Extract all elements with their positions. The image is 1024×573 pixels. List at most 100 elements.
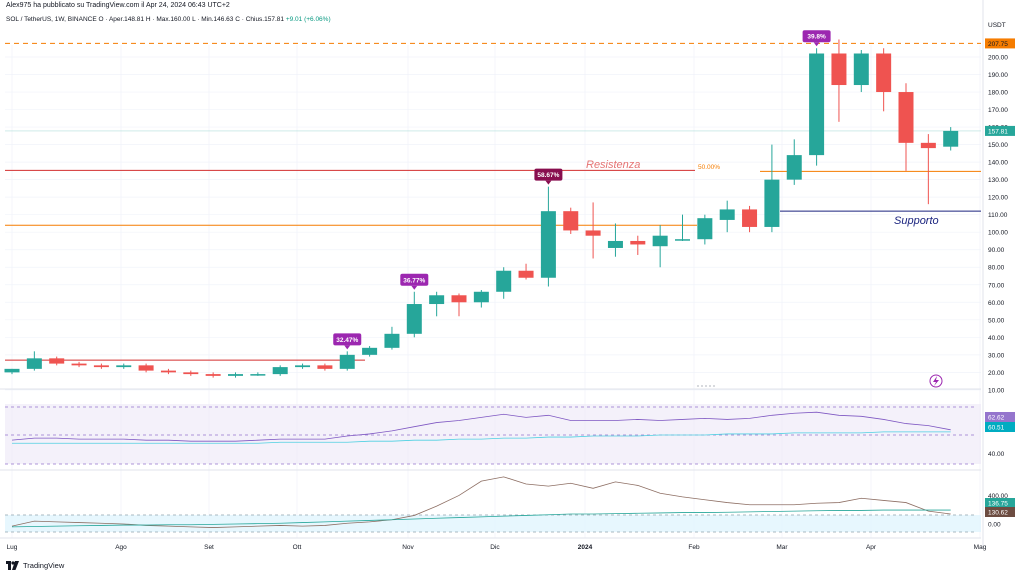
annotation-pointer bbox=[411, 285, 418, 290]
osc-value-label: 136.75 bbox=[988, 501, 1008, 508]
candle-body bbox=[831, 53, 847, 86]
candle-body bbox=[630, 240, 646, 245]
annotation-badge bbox=[400, 273, 429, 286]
candle-body bbox=[160, 370, 176, 373]
price-tick-label: 200.00 bbox=[988, 55, 1008, 62]
resistance-label: Resistenza bbox=[586, 159, 640, 171]
last-price-value: 157.81 bbox=[988, 128, 1008, 135]
indicator-lines bbox=[11, 411, 951, 528]
oscillator-zone bbox=[5, 515, 981, 532]
indicator-panes bbox=[0, 388, 981, 539]
time-tick-label: Mag bbox=[974, 544, 987, 551]
price-tick-label: 20.00 bbox=[988, 370, 1005, 377]
candle-body bbox=[4, 368, 20, 373]
rsi-line bbox=[11, 411, 951, 442]
candle-body bbox=[898, 92, 914, 143]
rsi-value-tag bbox=[985, 412, 1015, 422]
candle-body bbox=[786, 155, 802, 180]
osc-value-label: 130.62 bbox=[988, 510, 1008, 517]
candle-body bbox=[876, 53, 892, 93]
footer-brand: TradingView bbox=[6, 561, 64, 570]
candle-body bbox=[675, 239, 690, 241]
price-tick-label: 190.00 bbox=[988, 72, 1008, 79]
support-label: Supporto bbox=[894, 215, 939, 227]
price-tick-label: 90.00 bbox=[988, 247, 1005, 254]
annotation-badge bbox=[333, 333, 362, 346]
candle-body bbox=[183, 372, 199, 375]
candle-body bbox=[742, 209, 758, 227]
percent-annotations: 32.47% 36.77% 58.67% 39.8% bbox=[333, 30, 831, 350]
osc-tick-label: 0.00 bbox=[988, 522, 1001, 529]
candle-body bbox=[697, 218, 713, 240]
candle-body bbox=[26, 358, 42, 369]
ohlc-change: +9.01 (+6.06%) bbox=[285, 16, 331, 23]
candle-body bbox=[585, 230, 601, 236]
candle-body bbox=[764, 179, 780, 227]
rsi-value-tag bbox=[985, 422, 1015, 432]
candle-series bbox=[4, 39, 959, 378]
rsi-value-label: 62.62 bbox=[988, 415, 1005, 422]
time-tick-label: Dic bbox=[490, 544, 500, 551]
candle-body bbox=[49, 358, 65, 364]
candle-body bbox=[652, 235, 668, 247]
dashed-level-value: 207.75 bbox=[988, 41, 1008, 48]
candle-body bbox=[920, 142, 936, 149]
candle-body bbox=[205, 374, 221, 376]
ohlc-high: H · Max.160.00 bbox=[145, 16, 191, 23]
tradingview-logo-icon bbox=[6, 561, 19, 570]
annotation-label: 39.8% bbox=[807, 34, 826, 41]
ohlc-close: C · Chius.157.81 bbox=[235, 16, 284, 23]
price-tick-label: 170.00 bbox=[988, 107, 1008, 114]
candle-body bbox=[384, 333, 400, 348]
price-tick-label: 100.00 bbox=[988, 230, 1008, 237]
candle-body bbox=[93, 365, 109, 368]
candle-body bbox=[563, 211, 579, 231]
candle-body bbox=[719, 209, 735, 220]
candle-body bbox=[473, 291, 489, 303]
lightning-icon[interactable] bbox=[929, 374, 943, 388]
time-tick-label: Ott bbox=[293, 544, 302, 551]
time-tick-label: Feb bbox=[688, 544, 700, 551]
ohlc-open: O · Aper.148.81 bbox=[98, 16, 145, 23]
time-tick-label: Nov bbox=[402, 544, 414, 551]
time-axis[interactable]: Lug Ago Set Ott Nov Dic 2024 Feb Mar Apr Mag bbox=[7, 544, 987, 551]
price-tick-label: 120.00 bbox=[988, 195, 1008, 202]
publisher-info: Alex975 ha pubblicato su TradingView.com… bbox=[6, 2, 230, 9]
price-tick-label: 30.00 bbox=[988, 352, 1005, 359]
drawn-levels[interactable]: Resistenza 50.00% Supporto bbox=[5, 42, 981, 361]
dashed-level-tag bbox=[985, 38, 1015, 49]
candle-body bbox=[518, 270, 534, 278]
footer-brand-name: TradingView bbox=[23, 561, 65, 570]
annotation-badge bbox=[802, 30, 831, 43]
price-tick-label: 40.00 bbox=[988, 335, 1005, 342]
time-tick-label: Apr bbox=[866, 544, 877, 551]
annotation-label: 36.77% bbox=[403, 277, 425, 284]
candle-body bbox=[250, 374, 266, 376]
candle-body bbox=[228, 374, 243, 376]
time-tick-label: Set bbox=[204, 544, 214, 551]
price-tick-label: 80.00 bbox=[988, 265, 1005, 272]
candle-body bbox=[540, 211, 556, 278]
symbol-name[interactable]: SOL / TetherUS, 1W, BINANCE bbox=[6, 16, 97, 23]
price-tick-label: 60.00 bbox=[988, 300, 1005, 307]
annotation-pointer bbox=[813, 42, 820, 47]
annotation-badge bbox=[534, 168, 563, 181]
candle-body bbox=[339, 354, 355, 369]
price-axis[interactable]: USDT200.00190.00180.00170.00160.00150.00… bbox=[982, 0, 1015, 548]
price-tick-label: 150.00 bbox=[988, 142, 1008, 149]
price-tick-label: 140.00 bbox=[988, 160, 1008, 167]
candle-body bbox=[272, 367, 288, 375]
candle-body bbox=[853, 53, 869, 86]
annotation-label: 58.67% bbox=[537, 172, 559, 179]
annotation-pointer bbox=[545, 180, 552, 185]
rsi-ma-line bbox=[12, 431, 951, 444]
candle-body bbox=[362, 347, 378, 355]
fib-50-label: 50.00% bbox=[698, 164, 720, 171]
candle-body bbox=[451, 295, 467, 303]
osc-value-tag bbox=[985, 507, 1015, 517]
time-tick-label: Lug bbox=[7, 544, 18, 551]
annotation-label: 32.47% bbox=[336, 337, 358, 344]
price-tick-label: 180.00 bbox=[988, 90, 1008, 97]
osc-value-tag bbox=[985, 498, 1015, 508]
